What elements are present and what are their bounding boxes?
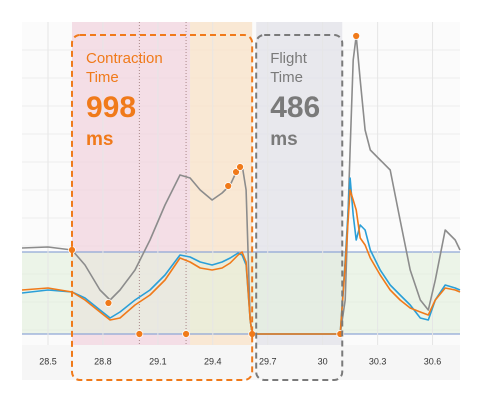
marker [232, 168, 240, 176]
x-tick-label: 30.3 [369, 356, 387, 366]
region-title: Time [86, 69, 119, 86]
x-tick-label: 30 [318, 356, 328, 366]
region-box [70, 34, 254, 381]
band [22, 252, 460, 334]
x-tick-label: 30.6 [424, 356, 442, 366]
x-axis-strip [22, 345, 460, 380]
x-tick-label: 28.5 [39, 356, 57, 366]
region-unit: ms [86, 129, 113, 150]
marker [135, 330, 144, 338]
region-unit: ms [270, 129, 297, 150]
marker [104, 299, 113, 307]
x-tick-label: 29.4 [204, 356, 222, 366]
region-value: 486 [270, 91, 320, 124]
line-series [21, 189, 461, 335]
marker [224, 182, 233, 190]
x-tick-label: 28.8 [94, 356, 112, 366]
region-title: Time [270, 69, 303, 86]
region-title: Flight [270, 50, 308, 67]
marker [182, 330, 190, 338]
region-value: 998 [86, 91, 136, 124]
region-box [255, 34, 344, 381]
x-tick-label: 29.7 [259, 356, 277, 366]
x-tick-label: 29.1 [149, 356, 167, 366]
marker [352, 32, 361, 40]
marker [236, 163, 244, 171]
region-title: Contraction [86, 50, 163, 67]
